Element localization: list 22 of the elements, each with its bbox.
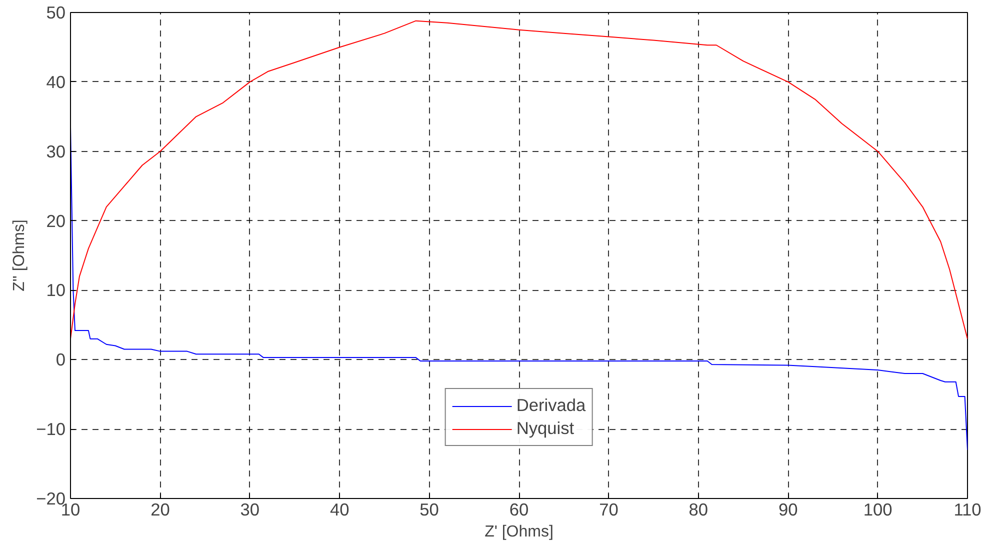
y-tick-label: 10 (46, 280, 66, 300)
x-tick-label: 80 (688, 500, 708, 520)
legend-label: Nyquist (516, 418, 574, 439)
x-tick-label: 30 (240, 500, 260, 520)
y-tick-label: 20 (46, 210, 66, 231)
y-axis-title: Z'' [Ohms] (11, 220, 28, 292)
x-tick-label: 70 (599, 500, 618, 520)
line-series (70, 20, 968, 340)
x-tick-label: 20 (150, 500, 170, 520)
x-tick-label: 110 (954, 500, 982, 520)
x-tick-label: 50 (420, 500, 439, 520)
y-tick-label: −10 (36, 419, 66, 440)
x-tick-label: 100 (863, 500, 892, 520)
legend-label: Derivada (516, 395, 586, 416)
y-tick-label: 50 (46, 2, 66, 22)
x-tick-label: 90 (778, 500, 798, 520)
x-tick-label: 60 (509, 500, 529, 520)
x-tick-label: 40 (330, 500, 350, 520)
y-tick-label: 40 (46, 72, 66, 92)
y-tick-label: 30 (46, 141, 66, 162)
y-tick-label: 0 (56, 350, 66, 370)
x-axis-title: Z' [Ohms] (484, 524, 554, 540)
